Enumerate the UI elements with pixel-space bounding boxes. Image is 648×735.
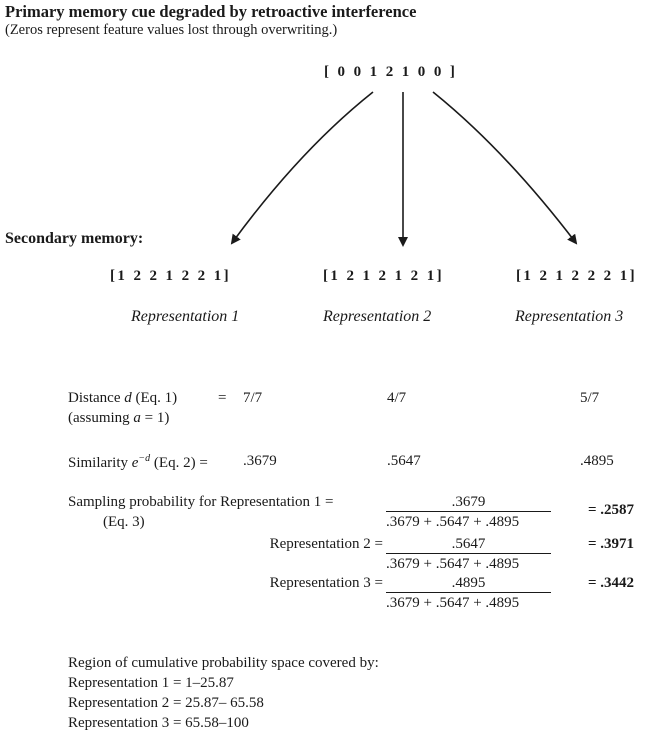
sampling-3-numerator: .4895 (451, 575, 486, 591)
diagram-subtitle: (Zeros represent feature values lost thr… (5, 22, 338, 38)
representation-1-label: Representation 1 (131, 308, 240, 325)
distance-label: Distance d (Eq. 1) (68, 390, 178, 406)
region-line-1: Representation 1 = 1–25.87 (68, 675, 234, 691)
sampling-2-denominator: .3679 + .5647 + .4895 (386, 556, 520, 572)
representation-3-label: Representation 3 (515, 308, 624, 325)
diagram-title: Primary memory cue degraded by retroacti… (5, 2, 417, 21)
distance-value-2: 4/7 (387, 390, 407, 406)
similarity-value-2: .5647 (387, 453, 421, 469)
similarity-label: Similarity e−d (Eq. 2) = (68, 453, 208, 471)
sampling-3-fraction-line (386, 592, 551, 593)
sampling-eq-label: (Eq. 3) (103, 514, 145, 530)
sampling-2-result: = .3971 (588, 536, 635, 552)
region-line-2: Representation 2 = 25.87– 65.58 (68, 695, 264, 711)
representation-2-vector: [1 2 1 2 1 2 1] (323, 268, 444, 284)
representation-3-vector: [1 2 1 2 2 2 1] (516, 268, 637, 284)
sampling-2-label: Representation 2 = (269, 536, 383, 552)
distance-value-1: 7/7 (243, 390, 263, 406)
sampling-1-denominator: .3679 + .5647 + .4895 (386, 514, 520, 530)
sampling-2-numerator: .5647 (451, 536, 486, 552)
sampling-3-denominator: .3679 + .5647 + .4895 (386, 595, 520, 611)
arrow-to-representation-3 (432, 91, 578, 245)
sampling-3-label: Representation 3 = (269, 575, 383, 591)
sampling-3-result: = .3442 (588, 575, 635, 591)
similarity-value-3: .4895 (580, 453, 614, 469)
sampling-1-result: = .2587 (588, 502, 635, 518)
similarity-value-1: .3679 (243, 453, 277, 469)
distance-note: (assuming a = 1) (68, 410, 170, 426)
region-line-3: Representation 3 = 65.58–100 (68, 715, 249, 731)
region-heading: Region of cumulative probability space c… (68, 655, 379, 671)
distance-equals: = (218, 390, 227, 406)
cue-vector: [ 0 0 1 2 1 0 0 ] (324, 64, 458, 80)
sampling-1-numerator: .3679 (451, 494, 486, 510)
representation-2-label: Representation 2 (323, 308, 432, 325)
representation-1-vector: [1 2 2 1 2 2 1] (110, 268, 231, 284)
sampling-1-fraction-line (386, 511, 551, 512)
cue-arrows (230, 91, 578, 247)
sampling-label: Sampling probability for Representation … (68, 494, 334, 510)
distance-value-3: 5/7 (580, 390, 600, 406)
secondary-memory-label: Secondary memory: (5, 230, 144, 247)
arrow-to-representation-1 (230, 91, 374, 245)
sampling-2-fraction-line (386, 553, 551, 554)
